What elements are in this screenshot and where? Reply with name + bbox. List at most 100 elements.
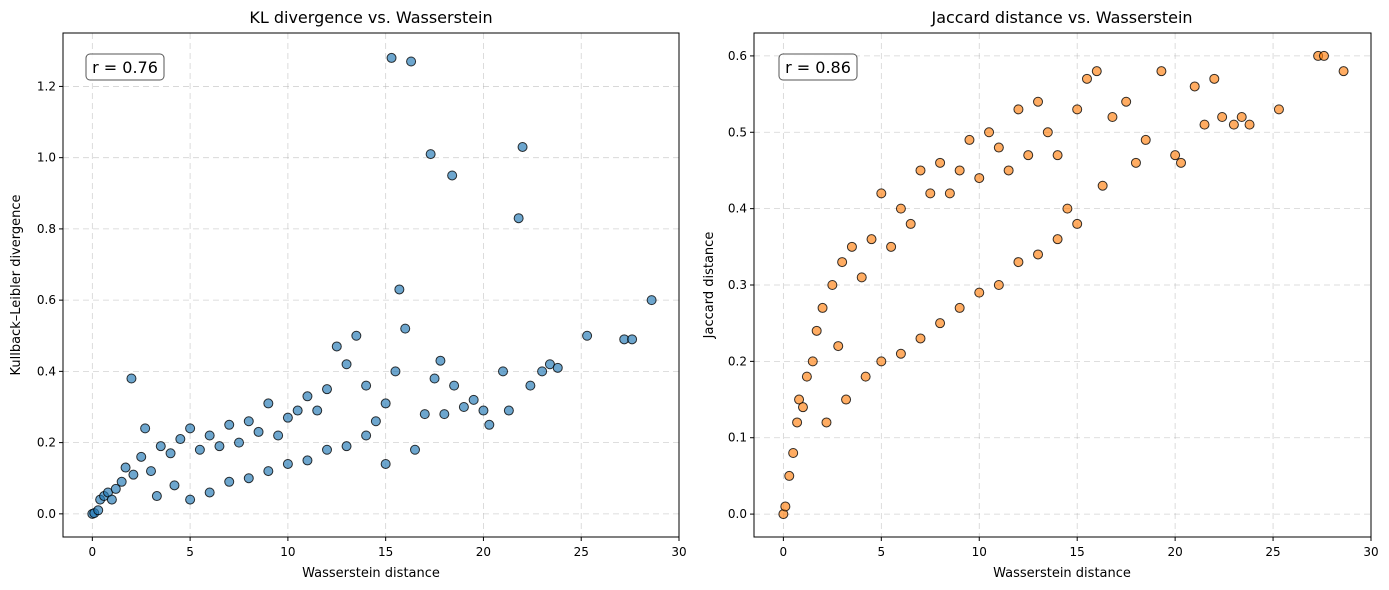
kl-data-point <box>263 466 274 477</box>
jaccard-data-point <box>876 188 887 199</box>
kl-data-point <box>537 366 548 377</box>
kl-data-point <box>214 441 225 452</box>
jaccard-data-point <box>860 371 871 382</box>
jaccard-data-point <box>1042 127 1053 138</box>
jaccard-y-axis-label: Jaccard distance <box>702 232 717 340</box>
jaccard-data-point <box>794 394 805 405</box>
kl-data-point <box>234 437 244 448</box>
jaccard-x-tick-label: 15 <box>1070 545 1085 559</box>
jaccard-title: Jaccard distance vs. Wasserstein <box>930 8 1192 27</box>
kl-data-point <box>165 448 176 459</box>
kl-data-point <box>204 487 215 498</box>
jaccard-data-point <box>827 280 838 290</box>
kl-correlation-label: r = 0.76 <box>92 58 158 77</box>
jaccard-correlation-label: r = 0.86 <box>785 58 851 77</box>
jaccard-data-point <box>1228 119 1239 130</box>
kl-data-point <box>484 419 495 430</box>
jaccard-data-point <box>1003 165 1014 176</box>
kl-y-tick-label: 1.0 <box>37 151 56 165</box>
jaccard-data-point <box>1130 157 1141 168</box>
jaccard-data-point <box>792 417 803 428</box>
kl-plot-frame <box>62 32 680 538</box>
jaccard-panel: Jaccard distance vs. Wasserstein 0 5 10 15 2… <box>702 8 1379 581</box>
jaccard-data-point <box>925 188 936 199</box>
kl-data-point <box>503 405 514 416</box>
jaccard-data-point <box>1033 249 1044 260</box>
kl-data-point <box>513 213 524 224</box>
kl-data-point <box>282 458 293 469</box>
jaccard-data-point <box>788 448 799 458</box>
kl-y-tick-label: 0.6 <box>37 293 56 307</box>
jaccard-data-point <box>1170 150 1181 161</box>
kl-y-axis-label: Kullback–Leibler divergence <box>9 194 24 375</box>
jaccard-x-tick-label: 30 <box>1363 545 1378 559</box>
kl-data-point <box>386 52 397 63</box>
jaccard-data-point <box>1156 66 1167 77</box>
kl-x-axis-label: Wasserstein distance <box>302 566 440 581</box>
kl-data-point <box>151 491 162 502</box>
kl-y-tick-label: 0.0 <box>37 507 56 521</box>
kl-data-point <box>106 494 117 505</box>
jaccard-data-point <box>993 142 1004 153</box>
jaccard-data-point <box>935 318 946 329</box>
jaccard-data-point <box>915 333 926 344</box>
jaccard-data-point <box>784 470 795 481</box>
kl-grid <box>63 33 680 537</box>
jaccard-data-point <box>1121 96 1132 107</box>
jaccard-data-point <box>964 134 975 145</box>
jaccard-data-point <box>1338 66 1349 77</box>
kl-data-point <box>331 341 342 352</box>
kl-data-point <box>204 430 215 441</box>
kl-data-point <box>380 398 391 409</box>
kl-data-point <box>406 56 417 67</box>
jaccard-y-tick-label: 0.0 <box>728 507 747 521</box>
jaccard-data-point <box>780 501 791 512</box>
kl-data-point <box>146 466 156 477</box>
kl-data-point <box>435 355 446 366</box>
jaccard-data-point <box>837 257 848 268</box>
jaccard-data-point <box>1140 134 1151 145</box>
kl-data-point <box>341 441 352 452</box>
jaccard-data-point <box>1236 112 1247 122</box>
kl-data-point <box>116 476 127 487</box>
kl-x-tick-label: 5 <box>186 545 194 559</box>
jaccard-data-point <box>1091 66 1102 77</box>
jaccard-data-point <box>856 272 867 283</box>
kl-data-point <box>646 295 657 306</box>
kl-y-tick-label: 1.2 <box>37 79 56 93</box>
jaccard-x-tick-label: 5 <box>877 545 885 559</box>
jaccard-data-point <box>807 356 818 367</box>
kl-title: KL divergence vs. Wasserstein <box>249 8 492 27</box>
jaccard-data-point <box>811 325 822 336</box>
jaccard-data-point <box>1013 104 1024 115</box>
jaccard-data-point <box>821 417 832 428</box>
jaccard-data-point <box>817 302 828 313</box>
jaccard-data-point <box>915 165 926 176</box>
kl-data-point <box>243 473 254 484</box>
kl-data-point <box>126 373 137 384</box>
jaccard-data-point <box>1033 96 1044 107</box>
jaccard-y-tick-label: 0.2 <box>728 354 747 368</box>
jaccard-data-point <box>1013 257 1024 268</box>
kl-data-point <box>224 476 235 487</box>
jaccard-data-point <box>1107 112 1118 122</box>
kl-y-ticks: 0.0 0.2 0.4 0.6 0.8 1.0 1.2 <box>37 79 63 521</box>
kl-data-point <box>351 330 362 341</box>
jaccard-data-point <box>1052 234 1063 245</box>
jaccard-data-point <box>944 188 955 199</box>
kl-data-point <box>468 394 479 405</box>
kl-data-point <box>410 444 420 455</box>
kl-data-point <box>400 323 411 334</box>
jaccard-data-point <box>954 165 965 176</box>
kl-data-point <box>120 462 131 473</box>
kl-data-point <box>140 423 151 434</box>
kl-data-point <box>439 409 450 420</box>
jaccard-x-axis-label: Wasserstein distance <box>993 566 1131 581</box>
kl-data-point <box>185 494 196 505</box>
jaccard-data-point <box>886 241 897 252</box>
kl-y-tick-label: 0.8 <box>37 222 56 236</box>
jaccard-data-point <box>1273 104 1284 115</box>
kl-data-point <box>498 366 508 377</box>
kl-x-tick-label: 15 <box>378 545 393 559</box>
